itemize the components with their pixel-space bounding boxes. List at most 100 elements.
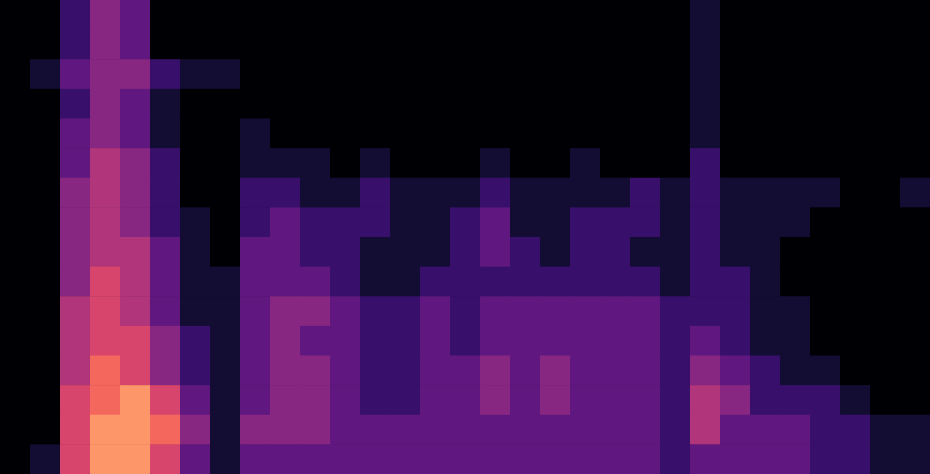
cell	[0, 444, 31, 474]
cell	[600, 415, 631, 445]
cell	[810, 237, 841, 267]
cell	[720, 30, 751, 60]
cell	[270, 119, 301, 149]
cell	[750, 296, 781, 326]
cell	[660, 0, 691, 30]
cell	[120, 444, 151, 474]
cell	[60, 444, 91, 474]
cell	[300, 30, 331, 60]
cell	[330, 385, 361, 415]
cell	[630, 385, 661, 415]
cell	[180, 59, 211, 89]
cell	[300, 296, 331, 326]
cell	[330, 148, 361, 178]
cell	[630, 59, 661, 89]
cell	[60, 30, 91, 60]
cell	[570, 444, 601, 474]
cell	[420, 356, 451, 386]
cell	[660, 415, 691, 445]
cell	[660, 267, 691, 297]
cell	[240, 267, 271, 297]
cell	[690, 178, 721, 208]
cell	[0, 415, 31, 445]
cell	[30, 326, 61, 356]
cell	[450, 385, 481, 415]
cell	[0, 237, 31, 267]
cell	[900, 267, 930, 297]
cell	[870, 267, 901, 297]
cell	[360, 296, 391, 326]
cell	[630, 326, 661, 356]
cell	[210, 0, 241, 30]
cell	[630, 237, 661, 267]
cell	[270, 267, 301, 297]
cell	[570, 59, 601, 89]
cell	[150, 296, 181, 326]
cell	[660, 385, 691, 415]
cell	[210, 178, 241, 208]
cell	[450, 119, 481, 149]
cell	[900, 30, 930, 60]
cell	[810, 0, 841, 30]
cell	[630, 178, 661, 208]
cell	[690, 0, 721, 30]
cell	[60, 237, 91, 267]
cell	[510, 148, 541, 178]
cell	[360, 30, 391, 60]
cell	[270, 415, 301, 445]
cell	[510, 59, 541, 89]
cell	[150, 326, 181, 356]
cell	[750, 356, 781, 386]
cell	[300, 267, 331, 297]
cell	[810, 178, 841, 208]
cell	[30, 30, 61, 60]
cell	[750, 326, 781, 356]
cell	[360, 385, 391, 415]
cell	[240, 207, 271, 237]
cell	[570, 237, 601, 267]
cell	[390, 59, 421, 89]
cell	[120, 237, 151, 267]
cell	[450, 237, 481, 267]
cell	[900, 444, 930, 474]
cell	[750, 237, 781, 267]
cell	[180, 89, 211, 119]
cell	[90, 415, 121, 445]
cell	[480, 237, 511, 267]
cell	[540, 385, 571, 415]
cell	[60, 89, 91, 119]
cell	[840, 59, 871, 89]
cell	[150, 385, 181, 415]
cell	[780, 415, 811, 445]
cell	[330, 415, 361, 445]
cell	[480, 178, 511, 208]
cell	[60, 207, 91, 237]
cell	[570, 267, 601, 297]
cell	[210, 296, 241, 326]
cell	[840, 119, 871, 149]
cell	[450, 89, 481, 119]
cell	[720, 356, 751, 386]
cell	[60, 59, 91, 89]
cell	[300, 59, 331, 89]
cell	[240, 119, 271, 149]
cell	[240, 0, 271, 30]
cell	[540, 444, 571, 474]
cell	[600, 296, 631, 326]
cell	[360, 207, 391, 237]
cell	[480, 326, 511, 356]
cell	[810, 267, 841, 297]
cell	[420, 444, 451, 474]
cell	[390, 385, 421, 415]
cell	[600, 207, 631, 237]
cell	[900, 296, 930, 326]
cell	[150, 59, 181, 89]
cell	[420, 30, 451, 60]
cell	[840, 0, 871, 30]
cell	[150, 30, 181, 60]
cell	[150, 207, 181, 237]
cell	[570, 119, 601, 149]
cell	[30, 148, 61, 178]
cell	[630, 119, 661, 149]
cell	[330, 0, 361, 30]
